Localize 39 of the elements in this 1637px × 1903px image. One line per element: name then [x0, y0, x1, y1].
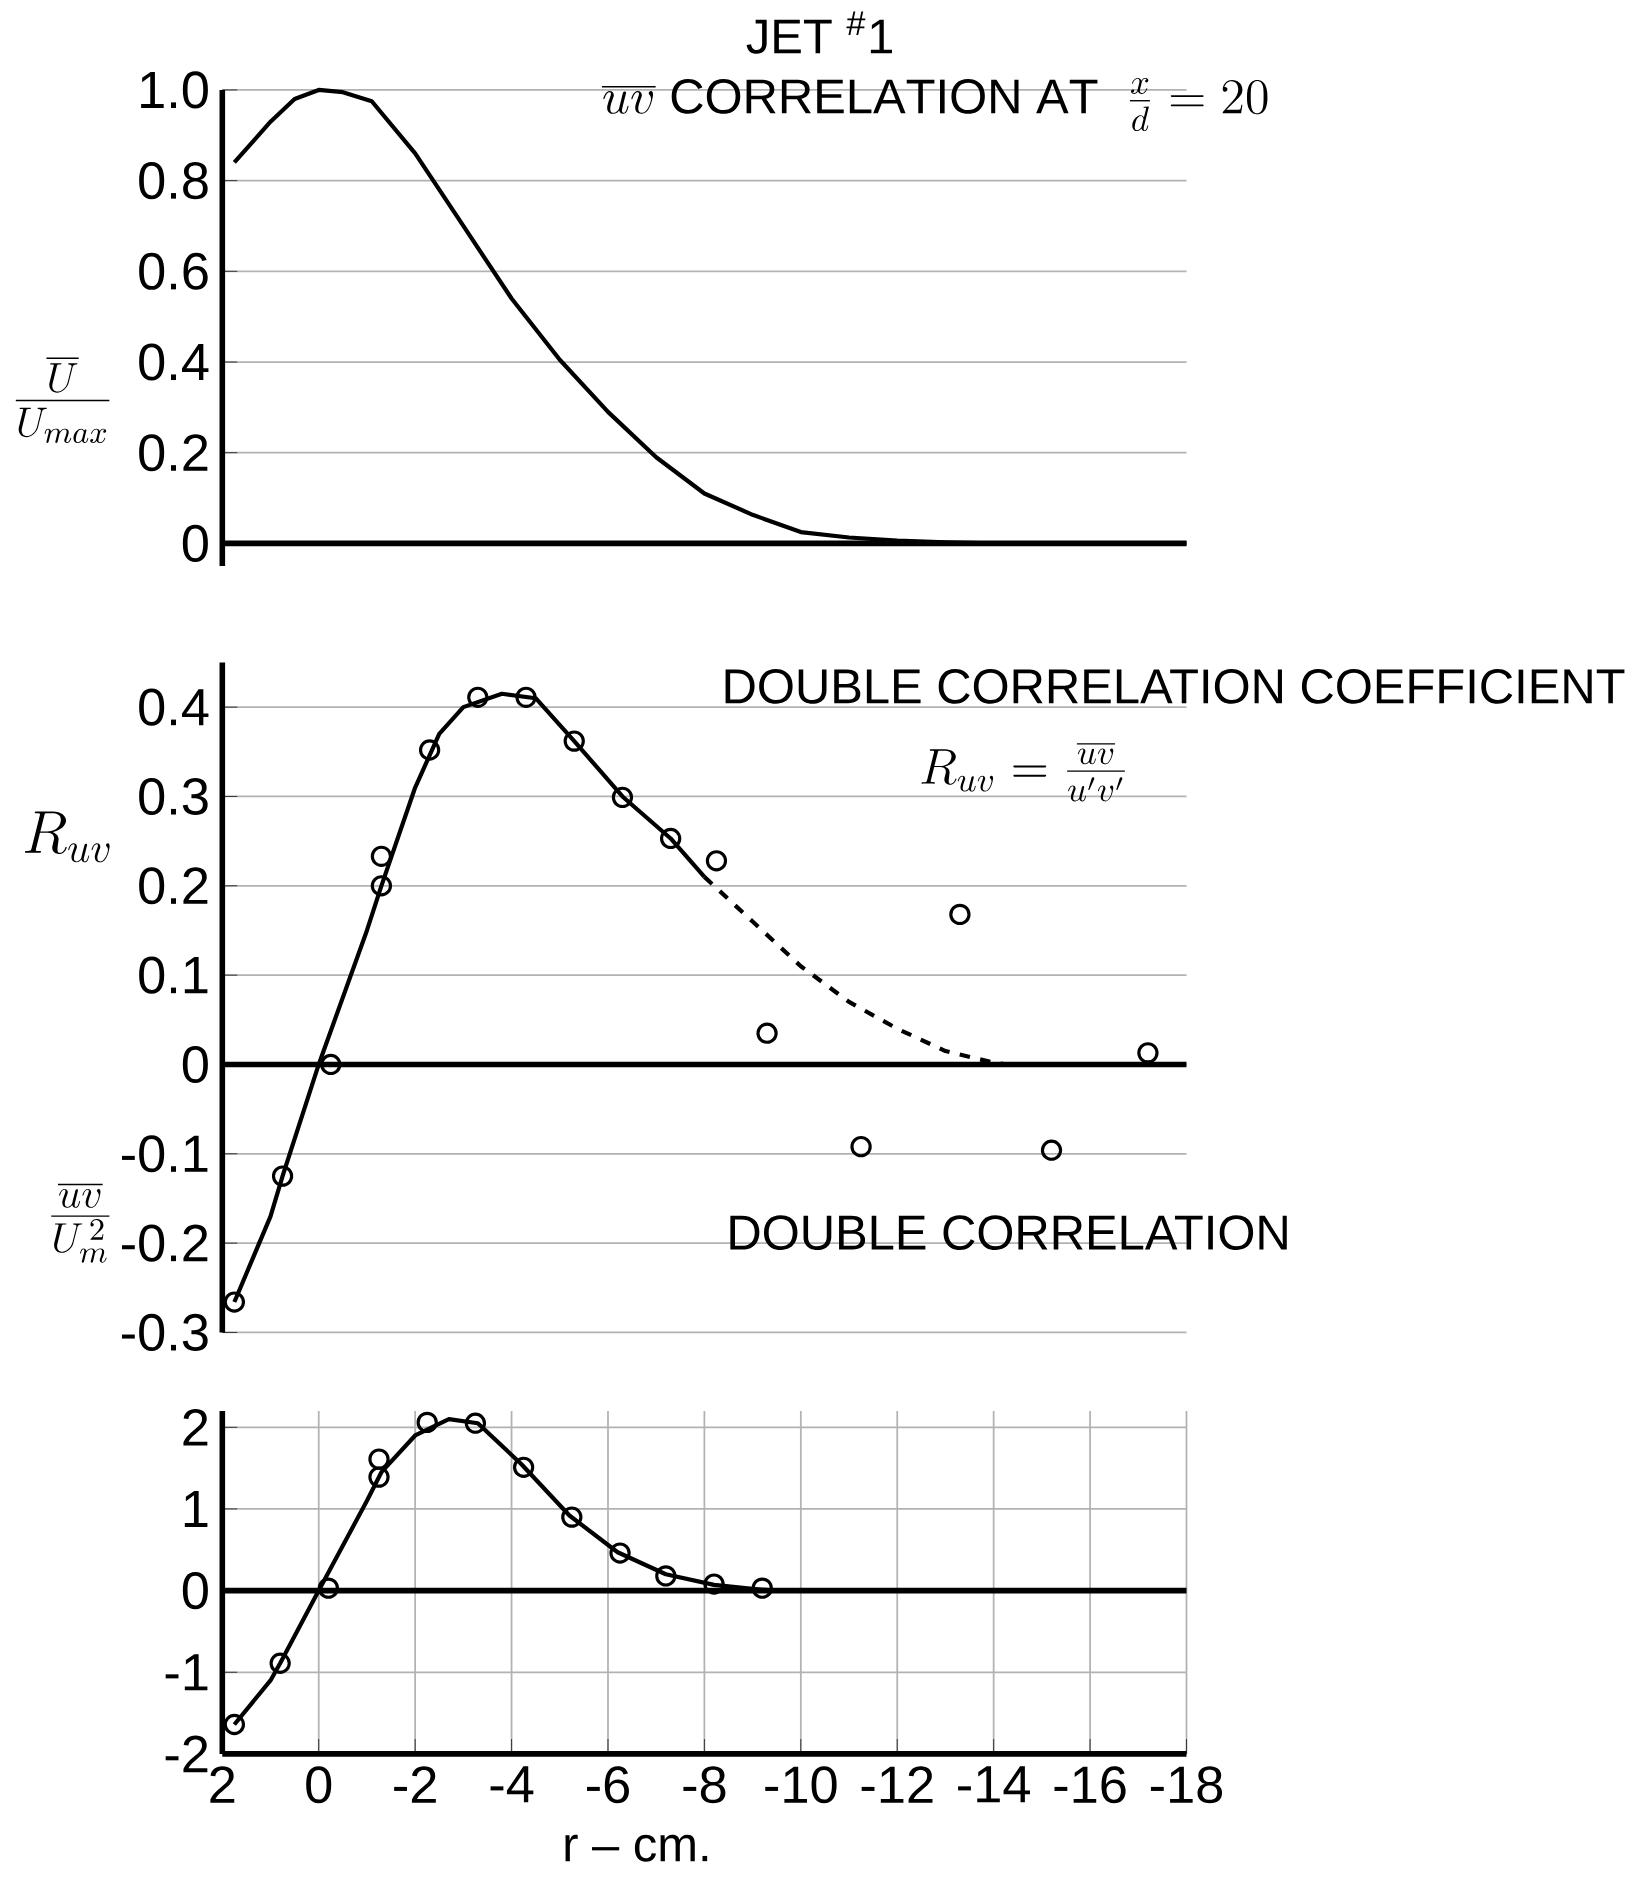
chart-title: DOUBLE CORRELATION: [730, 1215, 1287, 1250]
x-tick-label: -8: [683, 1766, 726, 1804]
y-tick-label: 2: [183, 1408, 208, 1446]
y-tick-label: 0.1: [139, 956, 208, 994]
annotation: $R_{uv}=\frac{\overline{uv}}{u'v'}$: [921, 743, 1125, 802]
y-tick-label: 0: [182, 1572, 208, 1610]
x-tick-label: -12: [861, 1766, 933, 1803]
y-tick-label: 1: [184, 1490, 208, 1527]
y-tick-label: -1: [165, 1654, 208, 1691]
y-tick-label: -2: [165, 1735, 208, 1773]
y-tick-label: 0.2: [139, 434, 208, 472]
annotation: DOUBLE CORRELATION COEFFICIENT: [725, 669, 1625, 704]
y-axis-title: $\frac{\overline{uv}}{U_m^{\,2}}$: [51, 1184, 110, 1263]
x-axis-title: r – cm.: [565, 1834, 708, 1862]
y-tick-label: -0.1: [121, 1135, 208, 1173]
x-tick-label: -4: [490, 1766, 534, 1803]
y-tick-label: 0.3: [139, 777, 208, 816]
y-tick-label: 0.2: [139, 867, 208, 905]
y-tick-label: 0: [182, 1045, 208, 1083]
y-tick-label: 0: [182, 524, 208, 562]
x-tick-label: -6: [586, 1766, 629, 1804]
y-tick-label: -0.2: [121, 1224, 208, 1262]
y-axis-title: $\frac{\overline{U}}{U_{max}}$: [15, 358, 110, 443]
x-tick-label: -16: [1054, 1766, 1126, 1804]
y-tick-label: 0.8: [139, 162, 208, 200]
y-tick-label: 0.4: [139, 343, 209, 381]
y-tick-label: -0.3: [121, 1313, 208, 1351]
x-tick-label: -18: [1150, 1766, 1222, 1804]
x-tick-label: -2: [394, 1766, 436, 1803]
chart-title: JET $^{#}$1: [746, 11, 892, 54]
x-tick-label: -14: [957, 1766, 1030, 1803]
y-axis-title: $R_{uv}$: [24, 811, 110, 863]
chart-subtitle: $\overline{uv}\ \mathrm{CORRELATION\ AT}\ \ \frac{x}{d}=20$: [601, 78, 1268, 132]
x-tick-label: 0: [306, 1766, 332, 1804]
y-tick-label: 1.0: [141, 71, 208, 109]
y-tick-label: 0.6: [139, 252, 208, 290]
y-tick-label: 0.4: [139, 688, 209, 726]
x-tick-label: 2: [210, 1766, 235, 1803]
x-tick-label: -10: [765, 1766, 837, 1804]
